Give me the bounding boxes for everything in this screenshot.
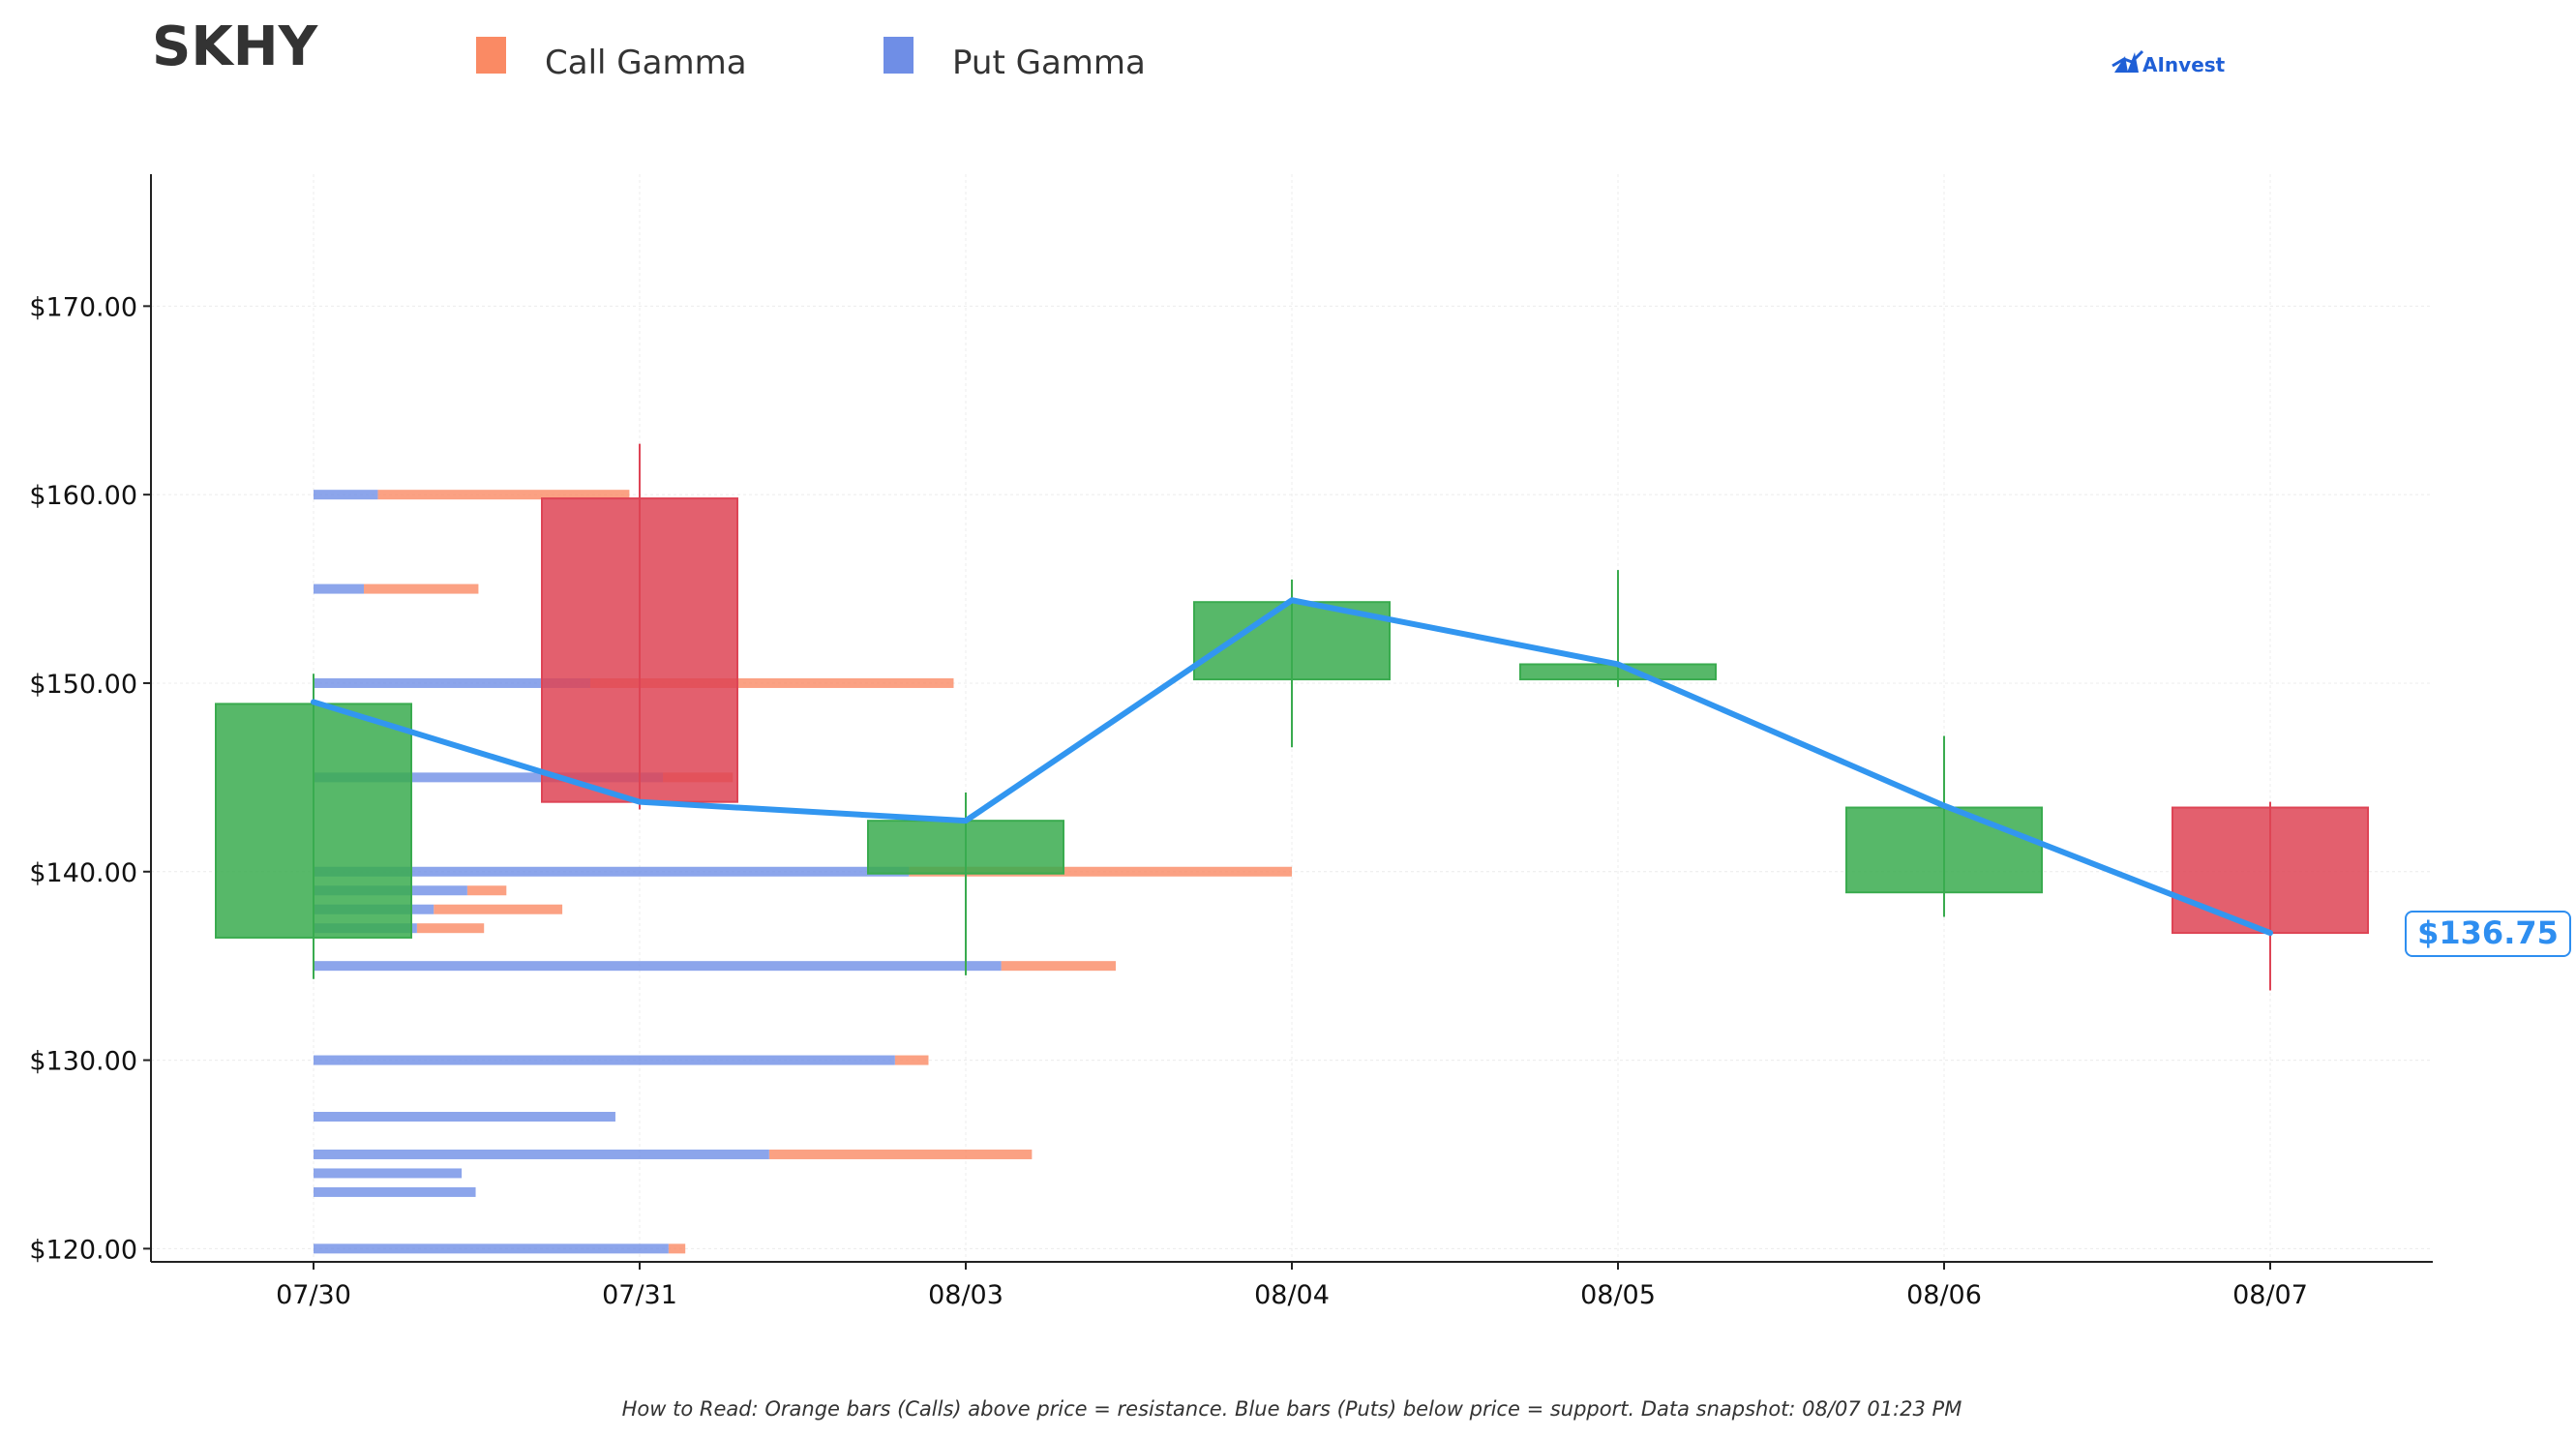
y-tick-label: $170.00 bbox=[29, 292, 137, 322]
call-gamma-bar bbox=[466, 885, 507, 896]
call-gamma-bar bbox=[909, 866, 1292, 877]
call-gamma-bar bbox=[589, 677, 954, 688]
put-gamma-legend-swatch bbox=[884, 37, 914, 74]
last-price-label: $136.75 bbox=[2417, 914, 2559, 951]
y-axis-ticks: $120.00 $130.00 $140.00 $150.00 $160.00 $170.… bbox=[29, 292, 151, 1265]
price-line bbox=[311, 597, 2273, 937]
call-gamma-bar bbox=[768, 1149, 1033, 1159]
put-gamma-bar bbox=[314, 490, 378, 500]
x-axis-ticks: 07/30 07/31 08/03 08/04 08/05 08/06 08/07 bbox=[276, 1262, 2308, 1310]
put-gamma-bar bbox=[314, 1243, 669, 1254]
last-price-badge: $136.75 bbox=[2405, 911, 2571, 957]
y-tick-label: $140.00 bbox=[29, 858, 137, 888]
ainvest-logo-icon bbox=[2112, 49, 2144, 73]
x-tick-label: 08/03 bbox=[928, 1280, 1003, 1310]
x-tick-label: 08/07 bbox=[2232, 1280, 2308, 1310]
put-gamma-bar bbox=[314, 772, 664, 783]
gamma-bars bbox=[314, 490, 1292, 1254]
call-gamma-bar bbox=[363, 584, 479, 594]
put-gamma-bar bbox=[314, 961, 1002, 972]
call-gamma-legend-label: Call Gamma bbox=[545, 44, 747, 82]
x-tick-label: 08/06 bbox=[1906, 1280, 1982, 1310]
candle-body bbox=[215, 703, 412, 939]
ticker-title: SKHY bbox=[152, 15, 319, 78]
candlesticks bbox=[215, 443, 2369, 991]
put-gamma-bar bbox=[314, 1149, 769, 1159]
x-tick-label: 07/30 bbox=[276, 1280, 351, 1310]
y-tick-label: $130.00 bbox=[29, 1047, 137, 1077]
candle-body bbox=[867, 820, 1064, 875]
put-gamma-bar bbox=[314, 677, 590, 688]
call-gamma-bar bbox=[416, 923, 485, 934]
call-gamma-legend-swatch bbox=[476, 37, 506, 74]
put-gamma-bar bbox=[314, 1186, 476, 1197]
call-gamma-bar bbox=[377, 490, 630, 500]
candle-body bbox=[1845, 806, 2043, 894]
call-gamma-bar bbox=[668, 1243, 686, 1254]
call-gamma-bar bbox=[1001, 961, 1117, 972]
x-tick-label: 07/31 bbox=[602, 1280, 677, 1310]
x-tick-label: 08/05 bbox=[1580, 1280, 1656, 1310]
call-gamma-bar bbox=[434, 904, 563, 914]
call-gamma-bar bbox=[894, 1055, 929, 1065]
price-line-group bbox=[311, 597, 2273, 937]
candle-body bbox=[541, 497, 738, 803]
footnote: How to Read: Orange bars (Calls) above p… bbox=[622, 1397, 1962, 1421]
ainvest-logo: AInvest bbox=[2112, 49, 2226, 76]
x-tick-label: 08/04 bbox=[1254, 1280, 1330, 1310]
y-tick-label: $150.00 bbox=[29, 670, 137, 700]
put-gamma-legend-label: Put Gamma bbox=[952, 44, 1146, 82]
put-gamma-bar bbox=[314, 1168, 463, 1179]
put-gamma-bar bbox=[314, 866, 910, 877]
brand-name: AInvest bbox=[2142, 53, 2226, 76]
put-gamma-bar bbox=[314, 584, 364, 594]
put-gamma-bar bbox=[314, 1055, 895, 1065]
put-gamma-bar bbox=[314, 1112, 615, 1123]
y-tick-label: $120.00 bbox=[29, 1235, 137, 1265]
y-tick-label: $160.00 bbox=[29, 481, 137, 511]
candle-body bbox=[2172, 806, 2369, 935]
